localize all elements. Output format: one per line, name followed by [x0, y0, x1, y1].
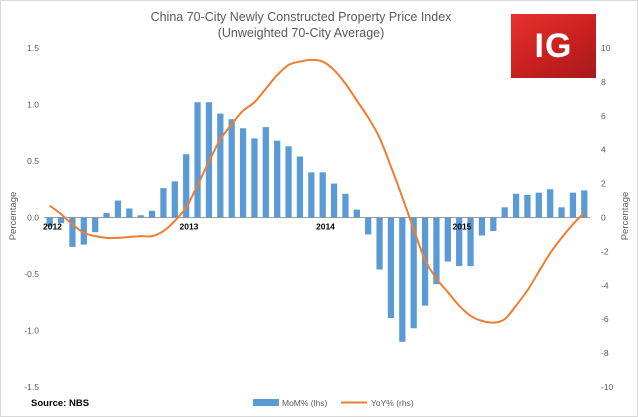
mom-bar	[80, 217, 87, 245]
mom-bar	[103, 212, 110, 218]
chart-subtitle: (Unweighted 70-City Average)	[218, 26, 385, 40]
right-tick-label: 0	[601, 213, 606, 223]
right-axis-label: Percentage	[620, 192, 631, 241]
right-tick-label: 10	[601, 43, 611, 53]
mom-bar	[524, 194, 531, 218]
left-tick-label: 0.0	[27, 213, 39, 223]
right-tick-label: -10	[601, 382, 614, 392]
yoy-line	[49, 58, 586, 324]
mom-bar	[114, 200, 122, 218]
legend-label-yoy: YoY% (rhs)	[371, 398, 414, 408]
right-axis-ticks: 10 8 6 4 2 0 -2 -4 -6 -8 -10	[601, 43, 614, 392]
mom-bar	[330, 183, 338, 218]
mom-bar	[228, 119, 235, 218]
mom-bar	[399, 217, 406, 342]
mom-bar	[456, 217, 463, 267]
mom-bar	[285, 146, 292, 218]
mom-bar	[444, 217, 451, 262]
mom-bar	[558, 207, 565, 218]
left-axis-ticks: 1.5 1.0 0.5 0.0 -0.5 -1.0 -1.5	[24, 43, 39, 392]
year-tick-label: 2012	[43, 222, 62, 232]
right-tick-label: 6	[601, 111, 606, 121]
mom-bar	[217, 113, 224, 218]
year-labels: 2012 2013 2014 2015	[43, 222, 472, 232]
mom-bar	[365, 217, 372, 235]
mom-bar	[251, 138, 258, 218]
mom-bar	[262, 127, 269, 218]
right-tick-label: 4	[601, 145, 606, 155]
mom-bar	[581, 190, 588, 218]
year-tick-label: 2015	[453, 222, 472, 232]
mom-bar	[57, 217, 65, 224]
mom-bar	[92, 217, 99, 233]
left-tick-label: 0.5	[27, 156, 39, 166]
ig-logo: IG	[511, 14, 596, 78]
left-tick-label: 1.0	[27, 100, 39, 110]
year-tick-label: 2013	[180, 222, 199, 232]
mom-bar	[535, 192, 542, 218]
mom-bar	[490, 217, 497, 232]
mom-bar	[69, 217, 76, 247]
mom-bar	[501, 207, 508, 218]
right-tick-label: -8	[601, 348, 609, 358]
mom-bar	[239, 128, 247, 218]
left-tick-label: 1.5	[27, 43, 39, 53]
mom-bar	[171, 181, 178, 218]
mom-bar	[569, 192, 577, 218]
right-tick-label: -6	[601, 314, 609, 324]
mom-bar	[160, 188, 167, 218]
left-tick-label: -0.5	[24, 269, 39, 279]
mom-bar	[512, 193, 520, 218]
mom-bars	[46, 102, 588, 342]
mom-bar	[296, 156, 304, 218]
yoy-line-layer	[49, 58, 586, 324]
mom-bar	[46, 217, 53, 227]
legend-label-mom: MoM% (lhs)	[282, 398, 328, 408]
mom-bar	[148, 210, 156, 218]
mom-bar	[137, 215, 144, 218]
mom-bar	[547, 189, 554, 218]
mom-bar	[308, 172, 315, 218]
mom-bar	[194, 102, 201, 218]
mom-bar	[387, 217, 395, 319]
right-tick-label: 2	[601, 179, 606, 189]
mom-bar	[353, 209, 360, 218]
right-tick-label: -4	[601, 280, 609, 290]
legend: MoM% (lhs) YoY% (rhs)	[253, 398, 414, 408]
year-tick-label: 2014	[316, 222, 335, 232]
left-tick-label: -1.5	[24, 382, 39, 392]
mom-bar	[467, 217, 474, 267]
chart-title: China 70-City Newly Constructed Property…	[151, 10, 453, 24]
mom-bar	[433, 217, 440, 285]
legend-swatch-mom	[253, 399, 279, 406]
source-note: Source: NBS	[31, 398, 89, 409]
mom-bar	[126, 208, 133, 218]
left-axis-label: Percentage	[8, 192, 19, 241]
mom-bar	[376, 217, 383, 270]
right-tick-label: 8	[601, 77, 606, 87]
mom-bar	[319, 172, 326, 218]
mom-bar	[342, 193, 349, 218]
mom-bar	[183, 154, 190, 218]
left-tick-label: -1.0	[24, 326, 39, 336]
mom-bar	[478, 217, 486, 236]
mom-bar	[274, 140, 281, 218]
right-tick-label: -2	[601, 246, 609, 256]
mom-bar	[410, 217, 417, 329]
ig-logo-text: IG	[534, 26, 573, 65]
